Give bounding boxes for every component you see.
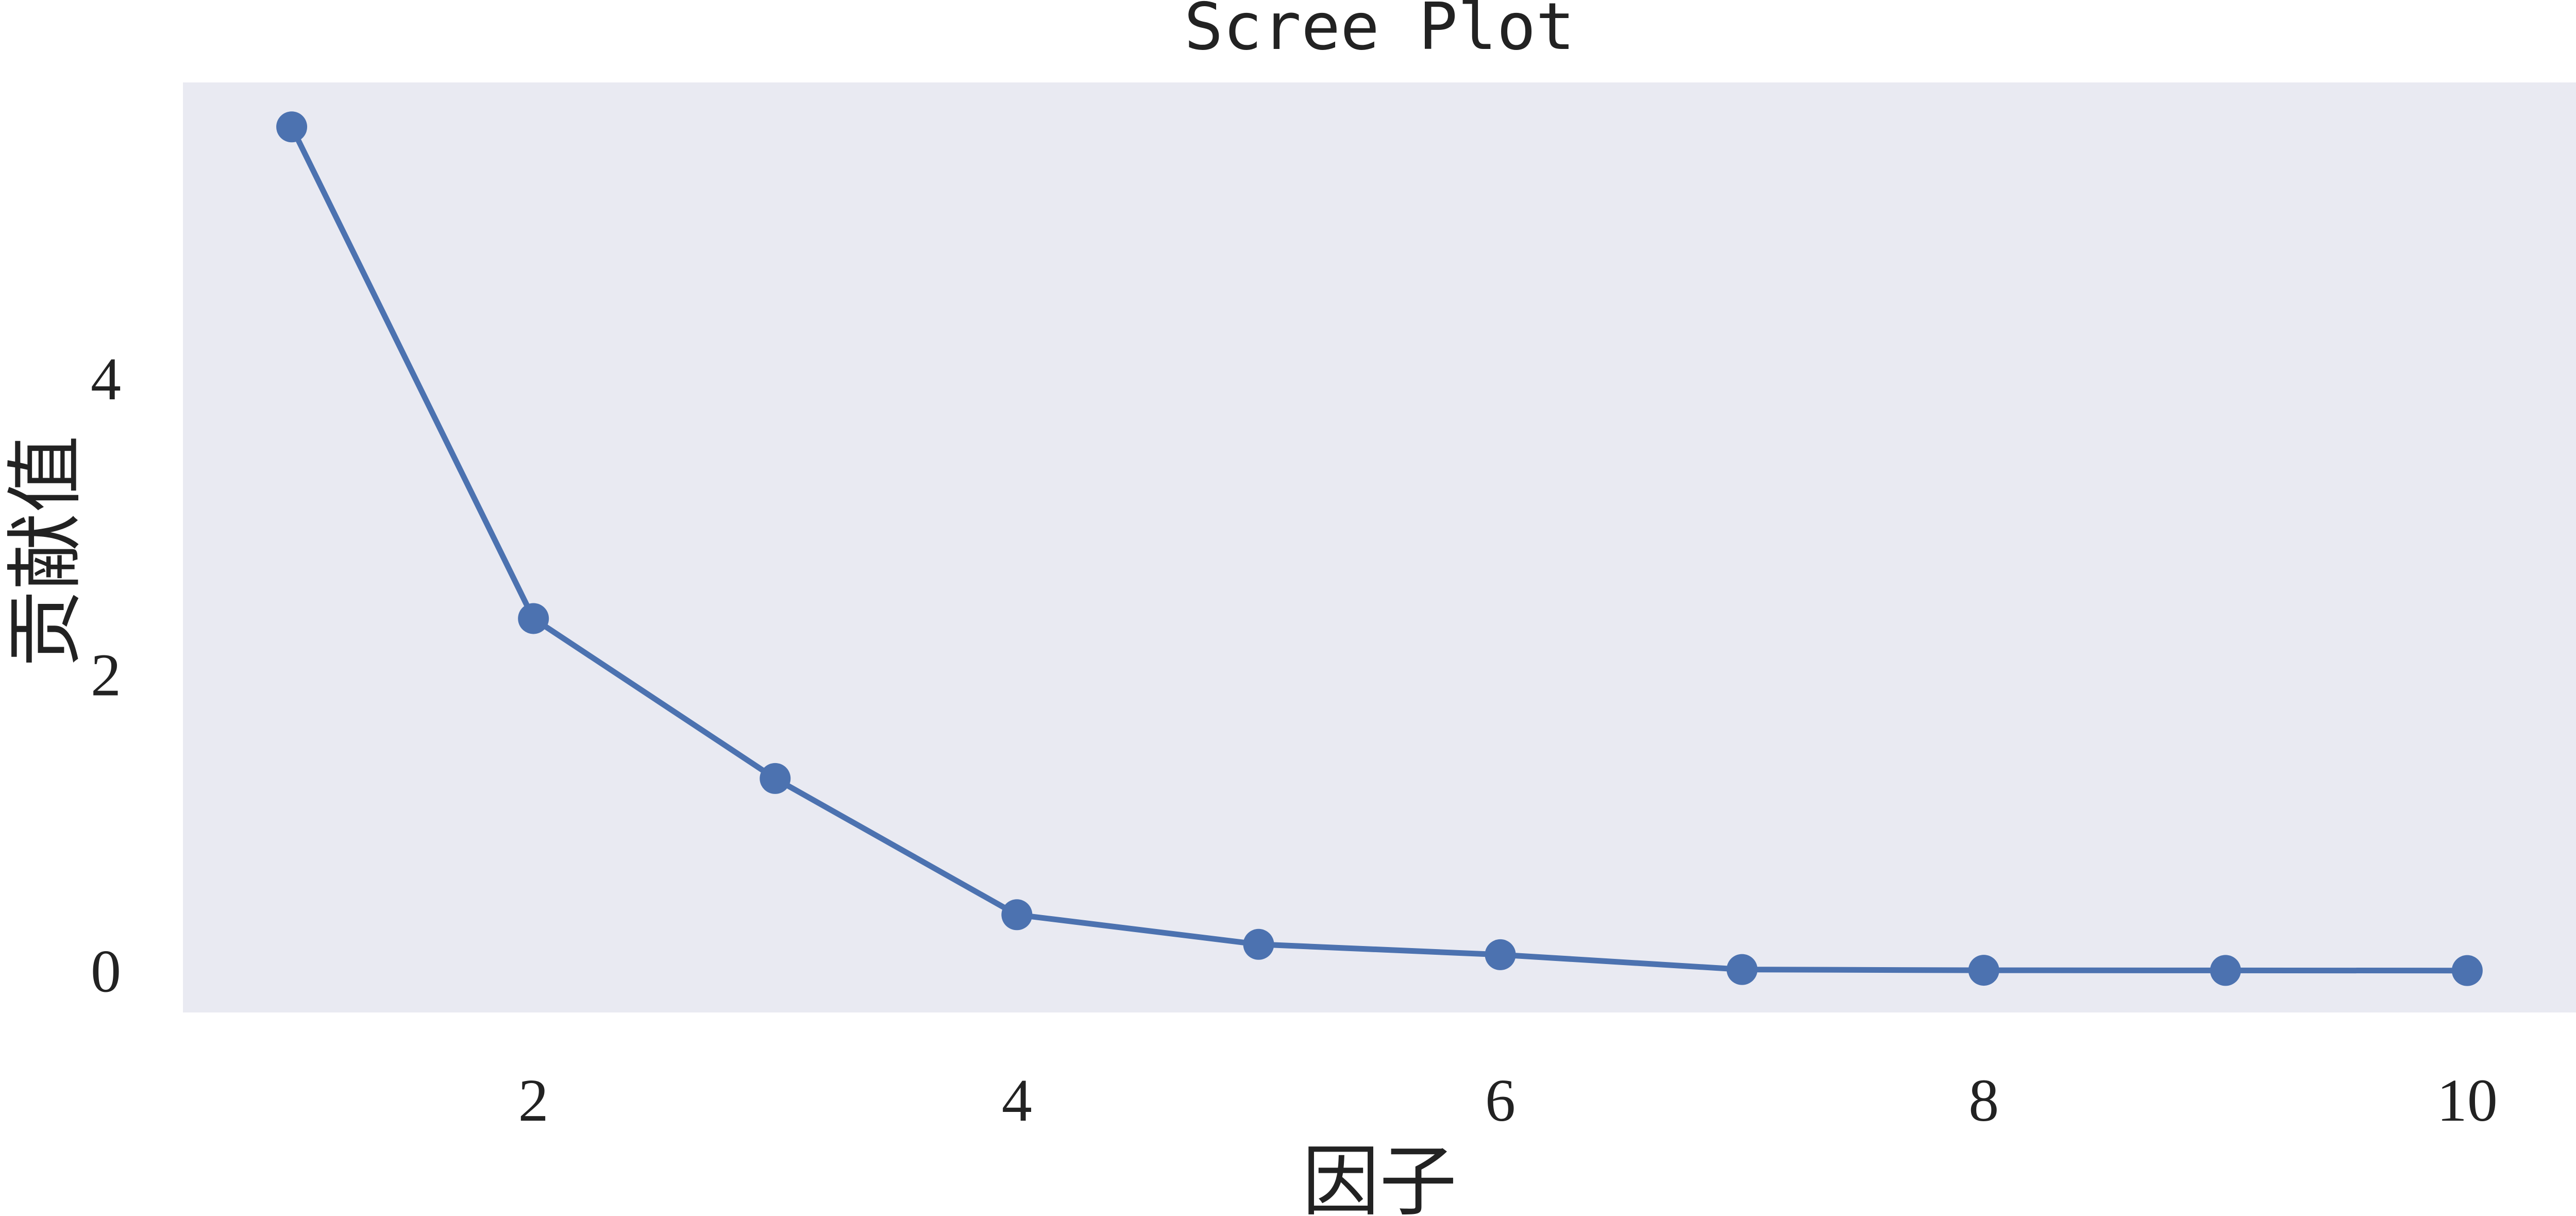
x-tick-labels: 2 4 6 8 10	[518, 1067, 2498, 1134]
x-tick-label: 2	[518, 1067, 549, 1134]
x-tick-label: 10	[2437, 1067, 2498, 1134]
data-point-3	[760, 763, 791, 794]
y-tick-labels: 0 2 4	[91, 345, 121, 1005]
data-points	[276, 111, 2483, 986]
data-point-4	[1001, 899, 1033, 931]
data-point-8	[1968, 955, 1999, 986]
data-point-6	[1485, 939, 1516, 970]
data-point-9	[2210, 955, 2241, 986]
plot-area-background	[183, 82, 2576, 1012]
data-point-2	[518, 603, 549, 634]
x-axis-label: 因子	[1302, 1137, 1457, 1216]
chart-title: Scree Plot	[1184, 0, 1575, 64]
y-tick-label: 2	[91, 641, 121, 709]
x-tick-label: 6	[1485, 1067, 1516, 1134]
data-point-1	[276, 111, 308, 143]
data-point-10	[2451, 955, 2483, 986]
data-point-7	[1726, 954, 1758, 985]
y-axis-label: 贡献值	[1, 435, 91, 667]
x-tick-label: 4	[1002, 1067, 1032, 1134]
data-point-5	[1243, 928, 1274, 960]
x-tick-label: 8	[1968, 1067, 1999, 1134]
y-tick-label: 4	[91, 345, 121, 413]
series-line	[289, 125, 2467, 974]
y-tick-label: 0	[91, 938, 121, 1005]
